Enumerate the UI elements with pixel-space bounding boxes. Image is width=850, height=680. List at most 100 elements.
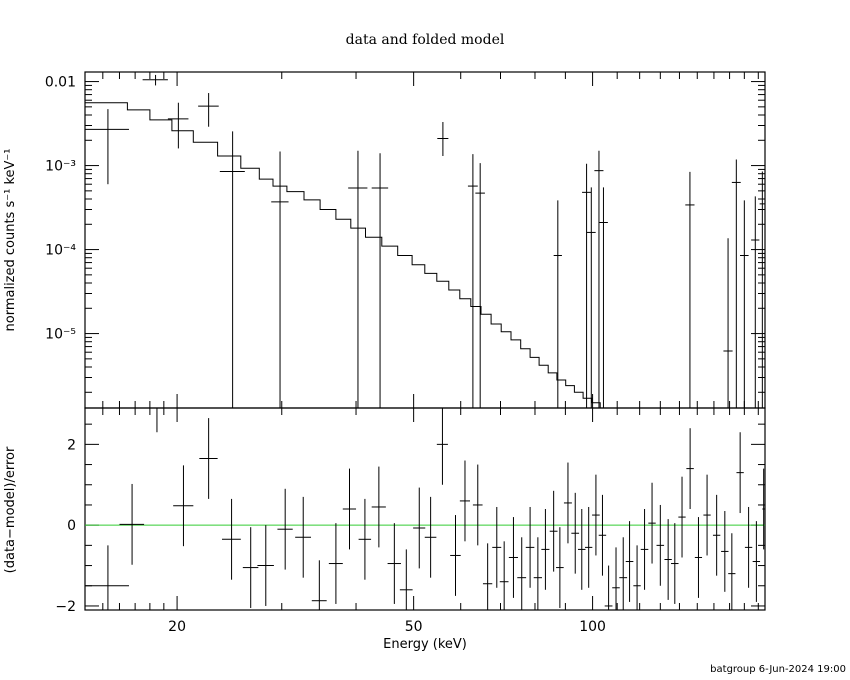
residual-point <box>577 509 586 590</box>
residual-point <box>648 482 656 564</box>
residual-point <box>459 460 471 542</box>
residual-point <box>492 506 502 588</box>
residual-point <box>571 492 580 574</box>
residual-point <box>671 523 679 604</box>
residual-point <box>563 462 572 544</box>
x-axis-label: Energy (keV) <box>383 637 467 652</box>
data-point <box>685 171 695 408</box>
data-point <box>198 93 219 127</box>
residual-point <box>499 541 509 610</box>
residual-point <box>242 527 259 608</box>
residual-point <box>328 523 343 604</box>
residual-point <box>257 525 274 606</box>
residual-point <box>413 487 426 569</box>
bottom-y-axis-label: (data−model)/error <box>3 446 18 573</box>
bottom-panel-frame <box>84 407 766 611</box>
top-y-axis-label: normalized counts s⁻¹ keV⁻¹ <box>3 149 18 332</box>
residual-point <box>712 494 721 576</box>
data-point <box>739 200 749 408</box>
x-tick-labels: 20 50 100 <box>168 619 606 635</box>
residual-point <box>721 511 729 592</box>
data-point <box>142 74 168 86</box>
data-point <box>759 171 765 408</box>
bottom-panel-ticks <box>85 408 765 610</box>
folded-model-series <box>85 102 765 409</box>
residual-point <box>640 509 649 590</box>
residual-point <box>625 521 634 602</box>
residual-point <box>598 494 607 576</box>
residual-point <box>656 504 665 586</box>
residual-point <box>145 407 168 433</box>
residual-point <box>686 428 694 509</box>
residual-point <box>664 519 672 600</box>
y-tick-label: 0.01 <box>45 75 76 91</box>
residual-point <box>221 498 241 580</box>
residual-point <box>173 465 194 547</box>
data-point <box>371 153 389 408</box>
residual-series <box>85 407 765 610</box>
data-point <box>586 187 596 408</box>
residual-point <box>762 468 765 550</box>
residual-point <box>633 545 641 610</box>
residual-point <box>584 506 593 588</box>
residual-point <box>592 474 600 556</box>
residual-point <box>694 517 703 598</box>
top-panel-ticks <box>85 72 765 408</box>
residual-point <box>703 474 711 556</box>
data-series <box>85 74 765 408</box>
residual-point <box>541 509 550 590</box>
residual-point <box>549 490 558 572</box>
residual-point <box>424 496 437 578</box>
data-point <box>271 151 289 408</box>
residual-point <box>342 468 357 550</box>
y-tick-label: 0 <box>67 518 76 534</box>
residual-point <box>472 464 483 546</box>
residual-point <box>450 515 461 596</box>
data-point <box>723 238 733 408</box>
residual-point <box>371 466 386 548</box>
residual-point <box>736 432 744 514</box>
residual-point <box>533 537 542 610</box>
residual-point <box>277 488 293 570</box>
y-tick-label: 2 <box>67 437 76 453</box>
residual-point <box>436 408 448 485</box>
residual-point <box>119 483 145 565</box>
residual-point <box>728 533 736 610</box>
data-point <box>85 109 129 185</box>
residual-point <box>604 565 613 610</box>
residual-point <box>199 418 218 499</box>
bottom-y-tick-labels: 2 0 −2 <box>55 437 76 615</box>
residual-point <box>311 560 327 610</box>
residual-point <box>387 523 401 604</box>
data-point <box>731 159 741 408</box>
residual-point <box>612 547 620 610</box>
y-tick-label: −2 <box>55 599 76 615</box>
data-point <box>219 131 245 408</box>
residual-point <box>295 496 312 578</box>
residual-point <box>399 549 413 610</box>
data-point <box>751 196 760 408</box>
x-tick-label: 20 <box>168 619 186 635</box>
top-panel-frame <box>84 71 766 409</box>
data-point <box>437 122 449 156</box>
data-point <box>167 102 189 149</box>
chart-title: data and folded model <box>346 32 505 48</box>
y-tick-label: 10⁻³ <box>45 159 76 175</box>
data-point <box>348 150 368 408</box>
top-y-tick-labels: 0.01 10⁻³ 10⁻⁴ 10⁻⁵ <box>45 75 77 343</box>
residual-point <box>556 527 564 608</box>
bottom-panel: 2 0 −2 (data−model)/error <box>3 407 766 615</box>
data-point <box>598 187 608 408</box>
top-panel: 0.01 10⁻³ 10⁻⁴ 10⁻⁵ normalized counts s⁻¹ k… <box>3 71 766 409</box>
residual-point <box>678 476 686 558</box>
residual-point <box>517 537 527 610</box>
residual-point <box>752 521 761 602</box>
y-tick-label: 10⁻⁴ <box>45 243 76 259</box>
residual-point <box>85 545 129 610</box>
x-tick-label: 50 <box>405 619 423 635</box>
y-tick-label: 10⁻⁵ <box>45 327 76 343</box>
residual-point <box>619 537 628 610</box>
x-tick-label: 100 <box>579 619 606 635</box>
data-point <box>475 163 485 408</box>
